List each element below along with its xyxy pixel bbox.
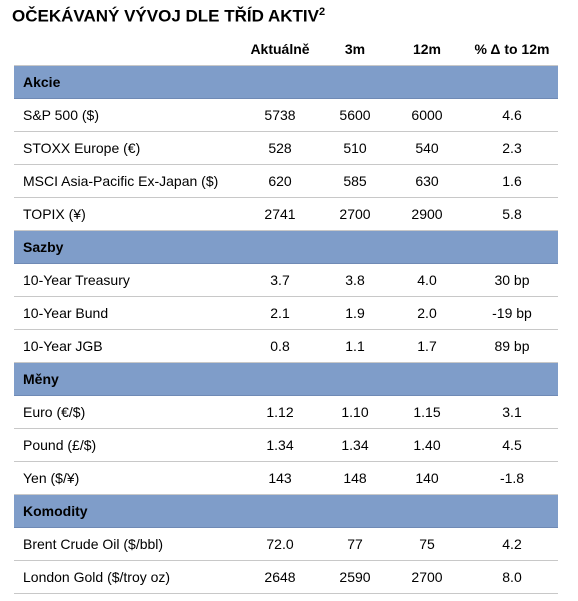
cell-value: 1.34 <box>341 437 369 453</box>
cell-value: 30 bp <box>494 272 530 288</box>
section-header: Akcie <box>14 66 558 99</box>
cell-value: 2700 <box>411 569 443 585</box>
cell-value: 2.1 <box>270 305 290 321</box>
table-row: London Gold ($/troy oz) 2648 2590 2700 8.0 <box>14 561 558 594</box>
cell-value: 1.9 <box>345 305 365 321</box>
section-header: Sazby <box>14 231 558 264</box>
cell-value: 2648 <box>264 569 296 585</box>
column-header: 12m <box>412 41 442 57</box>
section-title: Měny <box>23 371 59 387</box>
cell-value: 140 <box>415 470 439 486</box>
title-text: OČEKÁVANÝ VÝVOJ DLE TŘÍD AKTIV <box>12 6 319 26</box>
table-row: Euro (€/$) 1.12 1.10 1.15 3.1 <box>14 396 558 429</box>
cell-value: 585 <box>343 173 367 189</box>
cell-value: 2900 <box>411 206 443 222</box>
cell-value: 1.15 <box>413 404 441 420</box>
cell-value: 4.5 <box>502 437 522 453</box>
cell-value: 89 bp <box>494 338 530 354</box>
cell-value: 5.8 <box>502 206 522 222</box>
table-row: 10-Year Bund 2.1 1.9 2.0 -19 bp <box>14 297 558 330</box>
section-header: Měny <box>14 363 558 396</box>
cell-value: 2.0 <box>417 305 437 321</box>
cell-value: 620 <box>268 173 292 189</box>
row-label: Pound (£/$) <box>23 437 97 453</box>
cell-value: 8.0 <box>502 569 522 585</box>
table-row: TOPIX (¥) 2741 2700 2900 5.8 <box>14 198 558 231</box>
cell-value: 3.8 <box>345 272 365 288</box>
section-title: Sazby <box>23 239 64 255</box>
row-label: Brent Crude Oil ($/bbl) <box>23 536 164 552</box>
row-label: TOPIX (¥) <box>23 206 86 222</box>
table-row: Brent Crude Oil ($/bbl) 72.0 77 75 4.2 <box>14 528 558 561</box>
cell-value: 2590 <box>339 569 371 585</box>
cell-value: 630 <box>415 173 439 189</box>
row-label: STOXX Europe (€) <box>23 140 141 156</box>
table-row: 10-Year Treasury 3.7 3.8 4.0 30 bp <box>14 264 558 297</box>
column-header: 3m <box>344 41 366 57</box>
cell-value: 528 <box>268 140 292 156</box>
row-label: MSCI Asia-Pacific Ex-Japan ($) <box>23 173 219 189</box>
table-row: Yen ($/¥) 143 148 140 -1.8 <box>14 462 558 495</box>
cell-value: 75 <box>419 536 435 552</box>
cell-value: 0.8 <box>270 338 290 354</box>
row-label: London Gold ($/troy oz) <box>23 569 171 585</box>
table-row: Pound (£/$) 1.34 1.34 1.40 4.5 <box>14 429 558 462</box>
cell-value: 1.1 <box>345 338 365 354</box>
cell-value: 510 <box>343 140 367 156</box>
cell-value: 6000 <box>411 107 443 123</box>
cell-value: 5600 <box>339 107 371 123</box>
title-superscript: 2 <box>318 6 326 18</box>
cell-value: 1.34 <box>266 437 294 453</box>
section-title: Komodity <box>23 503 88 519</box>
table-row: MSCI Asia-Pacific Ex-Japan ($) 620 585 630 1… <box>14 165 558 198</box>
row-label: 10-Year Bund <box>23 305 109 321</box>
cell-value: 2.3 <box>502 140 522 156</box>
row-label: 10-Year Treasury <box>23 272 130 288</box>
title: OČEKÁVANÝ VÝVOJ DLE TŘÍD AKTIV2 <box>12 6 325 27</box>
cell-value: 143 <box>268 470 292 486</box>
cell-value: 77 <box>347 536 363 552</box>
cell-value: 1.10 <box>341 404 369 420</box>
cell-value: 2741 <box>264 206 296 222</box>
cell-value: 1.12 <box>266 404 294 420</box>
section-title: Akcie <box>23 74 61 90</box>
cell-value: -1.8 <box>499 470 525 486</box>
cell-value: 148 <box>343 470 367 486</box>
table-row: S&P 500 ($) 5738 5600 6000 4.6 <box>14 99 558 132</box>
cell-value: 540 <box>415 140 439 156</box>
cell-value: 5738 <box>264 107 296 123</box>
row-label: 10-Year JGB <box>23 338 103 354</box>
table-row: 10-Year JGB 0.8 1.1 1.7 89 bp <box>14 330 558 363</box>
cell-value: 1.7 <box>417 338 437 354</box>
cell-value: -19 bp <box>492 305 532 321</box>
cell-value: 2700 <box>339 206 371 222</box>
column-header: Aktuálně <box>250 41 310 57</box>
column-header: % Δ to 12m <box>474 41 550 57</box>
cell-value: 4.0 <box>417 272 437 288</box>
section-header: Komodity <box>14 495 558 528</box>
cell-value: 4.2 <box>502 536 522 552</box>
table-row: STOXX Europe (€) 528 510 540 2.3 <box>14 132 558 165</box>
row-label: Euro (€/$) <box>23 404 86 420</box>
cell-value: 72.0 <box>266 536 294 552</box>
cell-value: 1.6 <box>502 173 522 189</box>
cell-value: 3.1 <box>502 404 522 420</box>
cell-value: 1.40 <box>413 437 441 453</box>
row-label: Yen ($/¥) <box>23 470 80 486</box>
cell-value: 3.7 <box>270 272 290 288</box>
table-top-border <box>14 65 558 66</box>
cell-value: 4.6 <box>502 107 522 123</box>
row-label: S&P 500 ($) <box>23 107 100 123</box>
